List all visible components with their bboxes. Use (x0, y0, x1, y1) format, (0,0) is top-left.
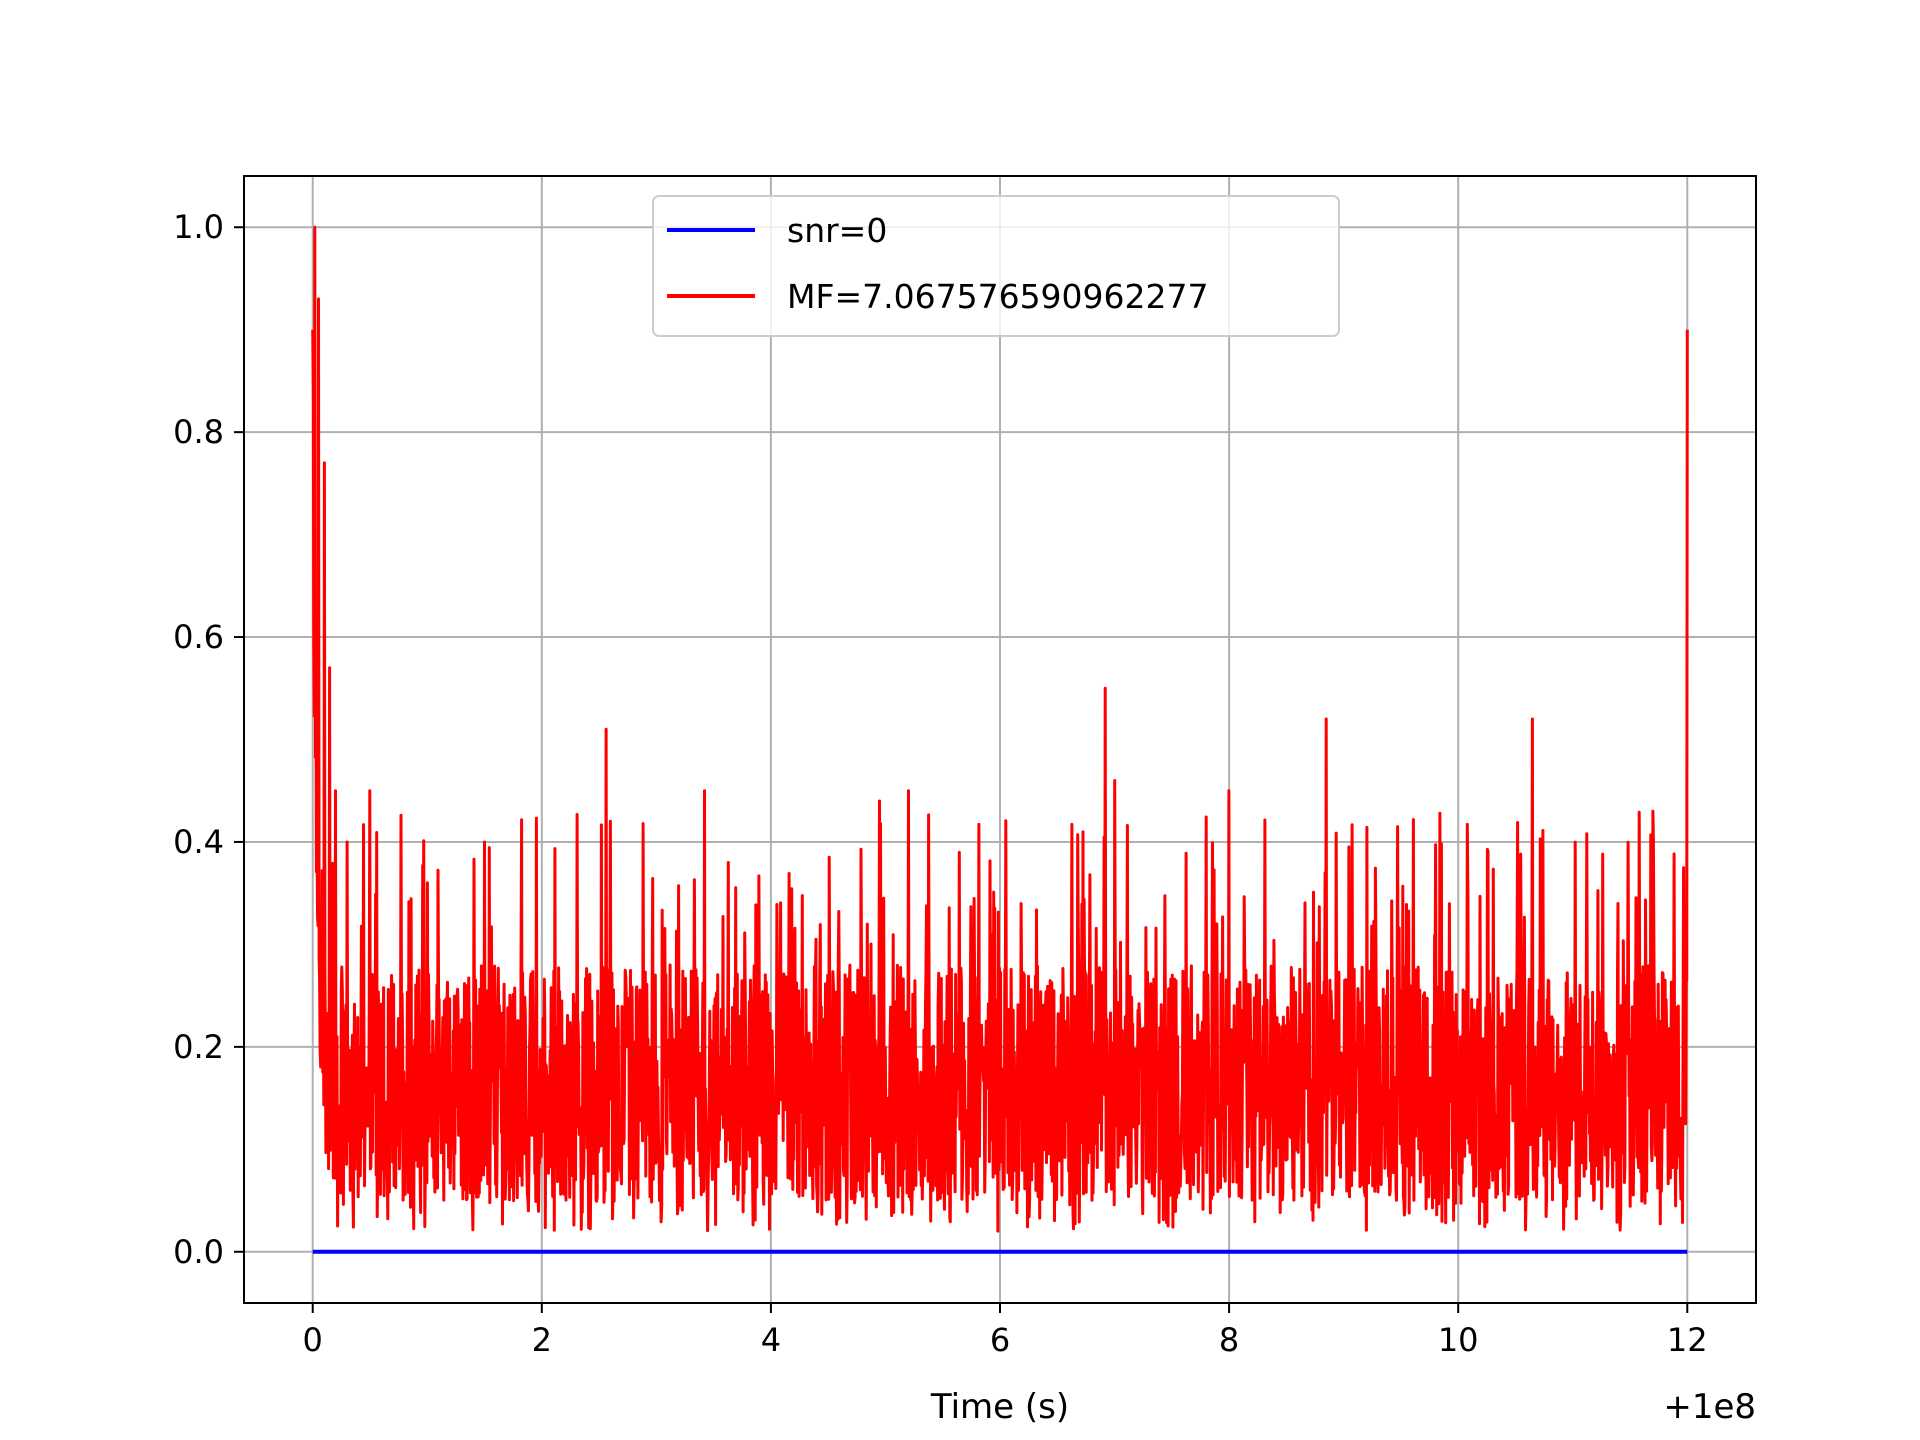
x-tick-label: 0 (303, 1321, 323, 1359)
legend: snr=0 MF=7.067576590962277 (652, 195, 1340, 337)
y-tick-label: 0.6 (173, 618, 224, 656)
x-tick-label: 10 (1438, 1321, 1479, 1359)
x-tick-label: 4 (761, 1321, 781, 1359)
series-line-mf (311, 225, 1689, 1233)
x-tick-label: 2 (532, 1321, 552, 1359)
x-axis-offset-label: +1e8 (1663, 1387, 1756, 1427)
y-tick-label: 1.0 (173, 208, 224, 246)
legend-box (652, 195, 1340, 337)
x-tick-label: 6 (990, 1321, 1010, 1359)
axis-ticks: 0 2 4 6 8 10 12 0.0 0.2 0.4 0.6 0.8 1.0 (173, 208, 1708, 1359)
y-tick-label: 0.2 (173, 1028, 224, 1066)
legend-label: snr=0 (787, 211, 887, 250)
y-tick-label: 0.0 (173, 1233, 224, 1271)
series-lines (311, 225, 1689, 1254)
legend-label: MF=7.067576590962277 (787, 277, 1209, 316)
x-tick-label: 12 (1667, 1321, 1708, 1359)
y-tick-label: 0.8 (173, 413, 224, 451)
x-axis-label: Time (s) (930, 1387, 1069, 1427)
y-tick-label: 0.4 (173, 823, 224, 861)
x-tick-label: 8 (1219, 1321, 1239, 1359)
